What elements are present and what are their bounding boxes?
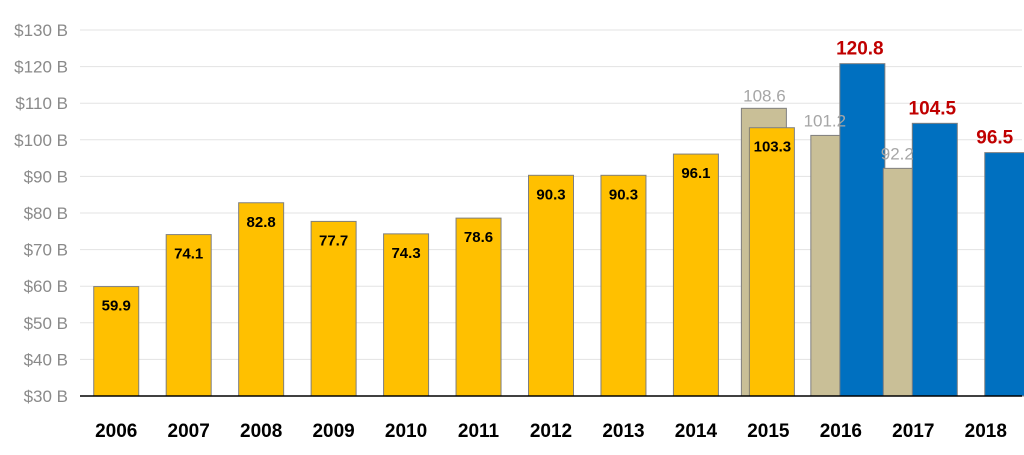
y-tick-label: $110 B <box>15 94 68 113</box>
data-label-grey: 92.2 <box>881 144 914 163</box>
gold-bar <box>672 153 719 397</box>
gold-bar <box>600 174 647 397</box>
x-tick-label: 2018 <box>965 421 1007 442</box>
y-tick-label: $130 B <box>14 21 68 40</box>
bars <box>93 63 1024 397</box>
gold-bar <box>93 286 140 397</box>
x-tick-label: 2012 <box>530 421 572 442</box>
data-label-gold: 90.3 <box>536 186 565 203</box>
data-label-grey: 101.2 <box>804 111 847 130</box>
y-tick-label: $100 B <box>14 131 68 150</box>
x-tick-label: 2010 <box>385 421 427 442</box>
data-label-blue: 120.8 <box>836 39 884 60</box>
x-tick-label: 2007 <box>168 421 210 442</box>
gold-bar <box>528 174 574 397</box>
x-tick-label: 2006 <box>95 421 137 442</box>
x-tick-label: 2015 <box>747 421 790 442</box>
x-tick-label: 2017 <box>892 421 934 442</box>
y-tick-label: $80 B <box>24 204 68 223</box>
y-tick-label: $90 B <box>24 167 68 186</box>
data-label-gold: 59.9 <box>102 298 131 315</box>
blue-bar <box>839 63 886 397</box>
x-tick-label: 2009 <box>312 421 354 442</box>
x-tick-label: 2014 <box>675 421 718 442</box>
x-tick-label: 2008 <box>240 421 282 442</box>
y-axis-ticks: $30 B $40 B $50 B $60 B $70 B $80 B $90 B $100 … <box>14 21 68 406</box>
data-label-blue: 104.5 <box>909 98 957 119</box>
y-tick-label: $50 B <box>24 314 68 333</box>
data-labels: 59.9 74.1 82.8 77.7 74.3 78.6 90.3 90.3 96.1 108.… <box>102 39 1014 315</box>
y-tick-label: $40 B <box>24 350 68 369</box>
data-label-gold: 103.3 <box>754 139 792 156</box>
data-label-gold: 77.7 <box>319 232 348 249</box>
gold-bar <box>748 127 795 397</box>
data-label-gold: 74.3 <box>391 245 420 262</box>
data-label-gold: 74.1 <box>174 246 203 263</box>
data-label-grey: 108.6 <box>743 86 786 105</box>
y-tick-label: $60 B <box>24 277 68 296</box>
data-label-gold: 96.1 <box>681 165 710 182</box>
data-label-gold: 78.6 <box>464 229 493 246</box>
gold-bar <box>455 217 502 397</box>
data-label-gold: 90.3 <box>609 186 638 203</box>
gold-bar <box>238 202 285 397</box>
y-tick-label: $30 B <box>24 387 68 406</box>
data-label-blue: 96.5 <box>976 128 1013 149</box>
y-tick-label: $70 B <box>24 241 68 260</box>
x-tick-label: 2013 <box>602 421 644 442</box>
x-axis-ticks: 2006 2007 2008 2009 2010 2011 2012 2013 2014 2015… <box>95 421 1007 442</box>
y-tick-label: $120 B <box>14 58 68 77</box>
blue-bar <box>911 122 958 397</box>
data-label-gold: 82.8 <box>247 214 276 231</box>
gold-bar <box>165 234 212 397</box>
x-tick-label: 2011 <box>458 421 500 442</box>
blue-bar <box>984 152 1024 397</box>
gold-bar <box>383 233 430 397</box>
x-tick-label: 2016 <box>820 421 862 442</box>
